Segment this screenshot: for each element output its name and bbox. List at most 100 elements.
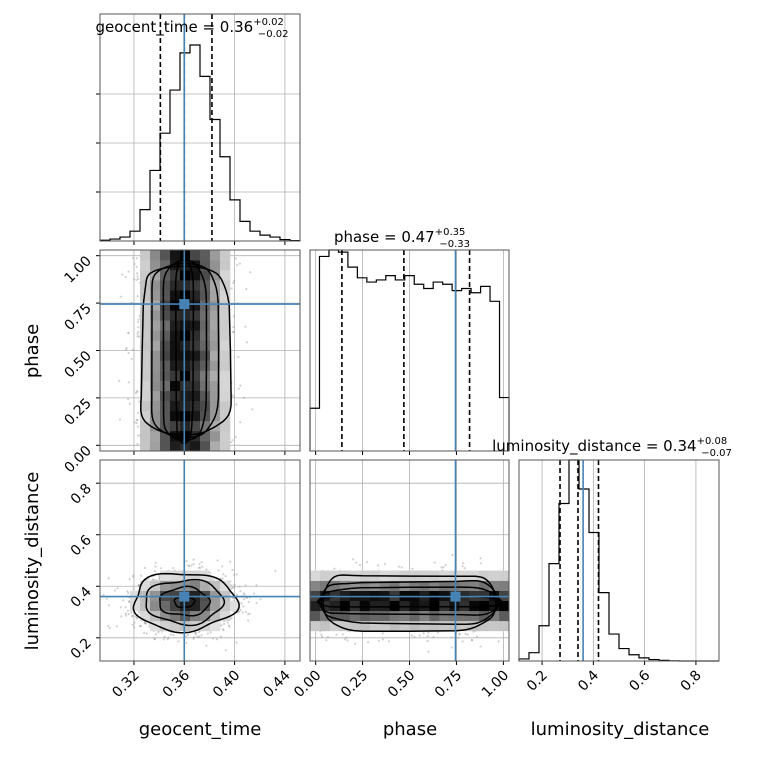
sample-point — [187, 564, 190, 567]
density-bin — [150, 350, 161, 361]
density-bin — [170, 380, 181, 391]
density-bin — [160, 390, 171, 402]
sample-point — [190, 564, 193, 567]
density-bin — [170, 370, 181, 381]
density-bin — [140, 390, 151, 402]
sample-point — [136, 335, 139, 338]
sample-point — [136, 418, 139, 421]
sample-point — [381, 638, 384, 641]
sample-point — [137, 330, 140, 334]
sample-point — [255, 601, 258, 605]
density-bin — [190, 440, 201, 451]
density-bin — [190, 580, 201, 591]
density-bin — [160, 430, 171, 442]
density-bin — [200, 250, 211, 261]
density-bin — [170, 420, 181, 432]
density-bin — [220, 430, 231, 442]
sample-point — [134, 615, 138, 618]
sample-point — [133, 262, 136, 266]
sample-point — [136, 272, 139, 275]
density-bin — [140, 430, 151, 442]
density-bin — [210, 320, 221, 331]
sample-point — [143, 620, 146, 624]
density-bin — [210, 380, 221, 391]
density-bin — [200, 370, 211, 381]
sample-point — [159, 567, 163, 570]
density-bin — [160, 570, 171, 581]
sample-point — [232, 574, 236, 577]
sample-point — [345, 636, 348, 639]
sample-point — [239, 384, 242, 387]
density-bin — [200, 390, 211, 402]
density-bin — [190, 280, 201, 291]
sample-point — [136, 320, 140, 324]
density-bin — [200, 260, 211, 271]
density-bin — [160, 350, 171, 361]
density-bin — [200, 290, 211, 301]
sample-point — [192, 562, 195, 566]
density-bin — [150, 250, 161, 261]
sample-point — [238, 585, 241, 588]
sample-point — [124, 348, 128, 351]
sample-point — [242, 396, 246, 399]
density-bin — [200, 430, 211, 442]
sample-point — [167, 636, 170, 639]
density-bin — [140, 420, 151, 432]
density-bin — [150, 410, 161, 422]
sample-point — [383, 562, 387, 566]
sample-point — [463, 567, 466, 570]
density-bin — [200, 600, 211, 612]
density-bin — [160, 300, 171, 311]
density-bin — [140, 260, 151, 271]
sample-point — [432, 636, 435, 639]
sample-point — [133, 621, 136, 624]
sample-point — [239, 590, 242, 593]
density-bin — [190, 290, 201, 301]
sample-point — [198, 563, 201, 566]
sample-point — [126, 397, 130, 401]
sample-point — [135, 257, 138, 260]
density-bin — [150, 300, 161, 311]
density-bin — [140, 310, 151, 321]
sample-point — [458, 633, 461, 636]
sample-point — [135, 278, 138, 282]
density-bin — [150, 390, 161, 402]
sample-point — [230, 616, 233, 619]
density-bin — [170, 340, 181, 351]
sample-point — [243, 593, 246, 596]
sample-point — [231, 331, 235, 334]
sample-point — [377, 564, 380, 567]
density-bin — [160, 400, 171, 412]
density-bin — [170, 600, 181, 612]
sample-point — [135, 617, 138, 620]
density-bin — [180, 250, 191, 261]
density-bin — [150, 360, 161, 371]
density-bin — [190, 260, 201, 271]
density-bin — [220, 330, 231, 341]
sample-point — [197, 631, 200, 634]
density-bin — [130, 600, 141, 612]
sample-point — [130, 614, 134, 618]
sample-point — [145, 632, 148, 635]
density-bin — [220, 280, 231, 291]
sample-point — [476, 635, 479, 638]
density-bin — [200, 340, 211, 351]
sample-point — [199, 566, 202, 569]
density-bin — [210, 610, 221, 622]
sample-point — [137, 583, 140, 587]
density-bin — [160, 260, 171, 271]
sample-point — [221, 577, 224, 580]
sample-point — [236, 263, 239, 267]
sample-point — [274, 569, 277, 572]
sample-point — [427, 650, 430, 653]
sample-point — [136, 442, 139, 445]
sample-point — [132, 574, 135, 577]
density-bin — [170, 320, 181, 331]
density-bin — [200, 360, 211, 371]
sample-point — [320, 633, 323, 636]
sample-point — [131, 257, 135, 260]
sample-point — [137, 318, 140, 321]
sample-point — [124, 275, 127, 279]
density-bin — [180, 420, 191, 432]
sample-point — [244, 325, 247, 328]
